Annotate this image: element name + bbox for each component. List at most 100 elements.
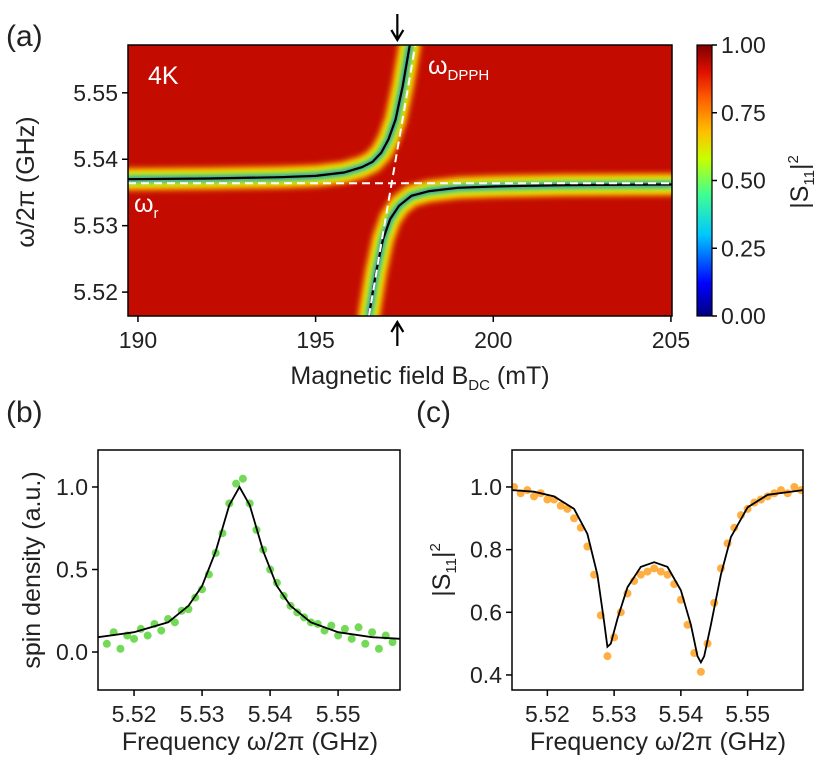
plot-frame (97, 449, 401, 691)
x-tick-label: 190 (119, 327, 157, 353)
x-tick-label: 5.55 (725, 701, 770, 727)
x-tick-label: 205 (652, 327, 690, 353)
data-point (157, 626, 166, 635)
arrow-top (390, 14, 405, 43)
annotation: 4K (148, 62, 179, 90)
omega-dpph-main: ω (428, 52, 448, 80)
data-point (790, 482, 799, 491)
colorbar-tick-label: 1.00 (721, 32, 766, 58)
y-axis-label-sup: 2 (427, 543, 444, 551)
y-tick-label: 0.6 (470, 599, 502, 625)
y-tick-label: 0.4 (470, 662, 502, 688)
colorbar-label-sub: 11 (801, 170, 818, 186)
y-tick-label: 1.0 (56, 474, 88, 500)
data-point (238, 474, 247, 483)
x-tick-label: 200 (474, 327, 512, 353)
data-point (170, 618, 179, 627)
y-tick-label: 0.8 (470, 537, 502, 563)
data-point (334, 631, 343, 640)
y-axis-label-main: |S (428, 574, 456, 597)
panel-label: (b) (6, 396, 43, 429)
y-axis-label: |S11|2 (427, 543, 460, 597)
data-point (347, 634, 356, 643)
omega-dpph: ωDPPH (428, 52, 489, 84)
x-tick-label: 5.54 (658, 701, 703, 727)
data-point (354, 623, 363, 632)
colorbar (696, 44, 713, 317)
data-point (116, 644, 125, 653)
y-axis-label: spin density (a.u.) (18, 471, 46, 668)
data-point (374, 644, 383, 653)
x-tick-label: 5.55 (316, 701, 361, 727)
data-point (523, 486, 532, 495)
y-axis-label-end: | (428, 552, 456, 559)
fit-line (128, 45, 411, 181)
data-point (143, 631, 152, 640)
x-tick-label: 5.53 (180, 701, 225, 727)
fit-line (512, 489, 803, 665)
y-tick-label: 0.5 (56, 557, 88, 583)
data-point (570, 514, 579, 523)
omega-r-main: ω (134, 190, 154, 218)
fit-line (98, 485, 400, 640)
x-axis-label-sub: DC (468, 377, 490, 394)
plots: 0.00 0.25 0.50 0.75 1.00 190 195 200 205 5.52 5.53… (56, 14, 804, 727)
data-point (696, 667, 705, 676)
y-axis-label: ω/2π (GHz) (12, 116, 40, 247)
data-point (198, 585, 207, 594)
data-point (643, 567, 652, 576)
data-point (232, 479, 241, 488)
y-tick-label: 1.0 (470, 474, 502, 500)
y-tick-label: 0.0 (56, 639, 88, 665)
colorbar-label-main: |S (786, 186, 814, 209)
data-point (361, 639, 370, 648)
colorbar-label-sup: 2 (785, 155, 802, 163)
x-tick-label: 5.52 (112, 701, 157, 727)
dashed-line (367, 46, 417, 316)
colorbar-label: |S11|2 (785, 155, 818, 209)
data-point (388, 638, 397, 647)
data-point (327, 621, 336, 630)
arrow-bottom (390, 319, 405, 346)
data-point (340, 624, 349, 633)
x-tick-label: 5.52 (525, 701, 570, 727)
data-point (512, 482, 519, 491)
data-point (663, 570, 672, 579)
data-point (656, 567, 665, 576)
x-tick-label: 195 (296, 327, 334, 353)
omega-r: ωr (134, 190, 159, 222)
plot-frame (127, 44, 673, 317)
omega-r-sub: r (154, 205, 159, 222)
data-point (130, 634, 139, 643)
data-point (368, 628, 377, 637)
colorbar-label-end: | (786, 164, 814, 171)
colorbar-tick-label: 0.75 (721, 100, 766, 126)
colorbar-tick-label: 0.25 (721, 235, 766, 261)
panel-label: (c) (416, 396, 451, 429)
x-tick-label: 5.53 (592, 701, 637, 727)
x-axis-label: Frequency ω/2π (GHz) (122, 728, 378, 756)
data-point (603, 652, 612, 661)
data-point (556, 501, 565, 510)
y-tick-label: 5.55 (73, 80, 118, 106)
data-point (543, 495, 552, 504)
data-point (102, 639, 111, 648)
colorbar-tick-label: 0.00 (721, 303, 766, 329)
colorbar-tick-label: 0.50 (721, 168, 766, 194)
data-point (650, 564, 659, 573)
x-axis-label-main: Magnetic field B (290, 362, 468, 390)
plot-area (512, 482, 803, 676)
plot-area (98, 474, 400, 653)
data-point (636, 570, 645, 579)
y-tick-label: 5.54 (73, 146, 118, 172)
x-axis-label: Frequency ω/2π (GHz) (530, 728, 786, 756)
x-axis-label: Magnetic field BDC (mT) (290, 362, 549, 394)
x-axis-label-end: (mT) (490, 362, 550, 390)
x-tick-label: 5.54 (248, 701, 293, 727)
heatmap (128, 45, 672, 316)
plot-frame (511, 449, 804, 691)
panel-label: (a) (6, 20, 43, 53)
y-axis-label-sub: 11 (443, 558, 460, 574)
data-point (730, 523, 739, 532)
